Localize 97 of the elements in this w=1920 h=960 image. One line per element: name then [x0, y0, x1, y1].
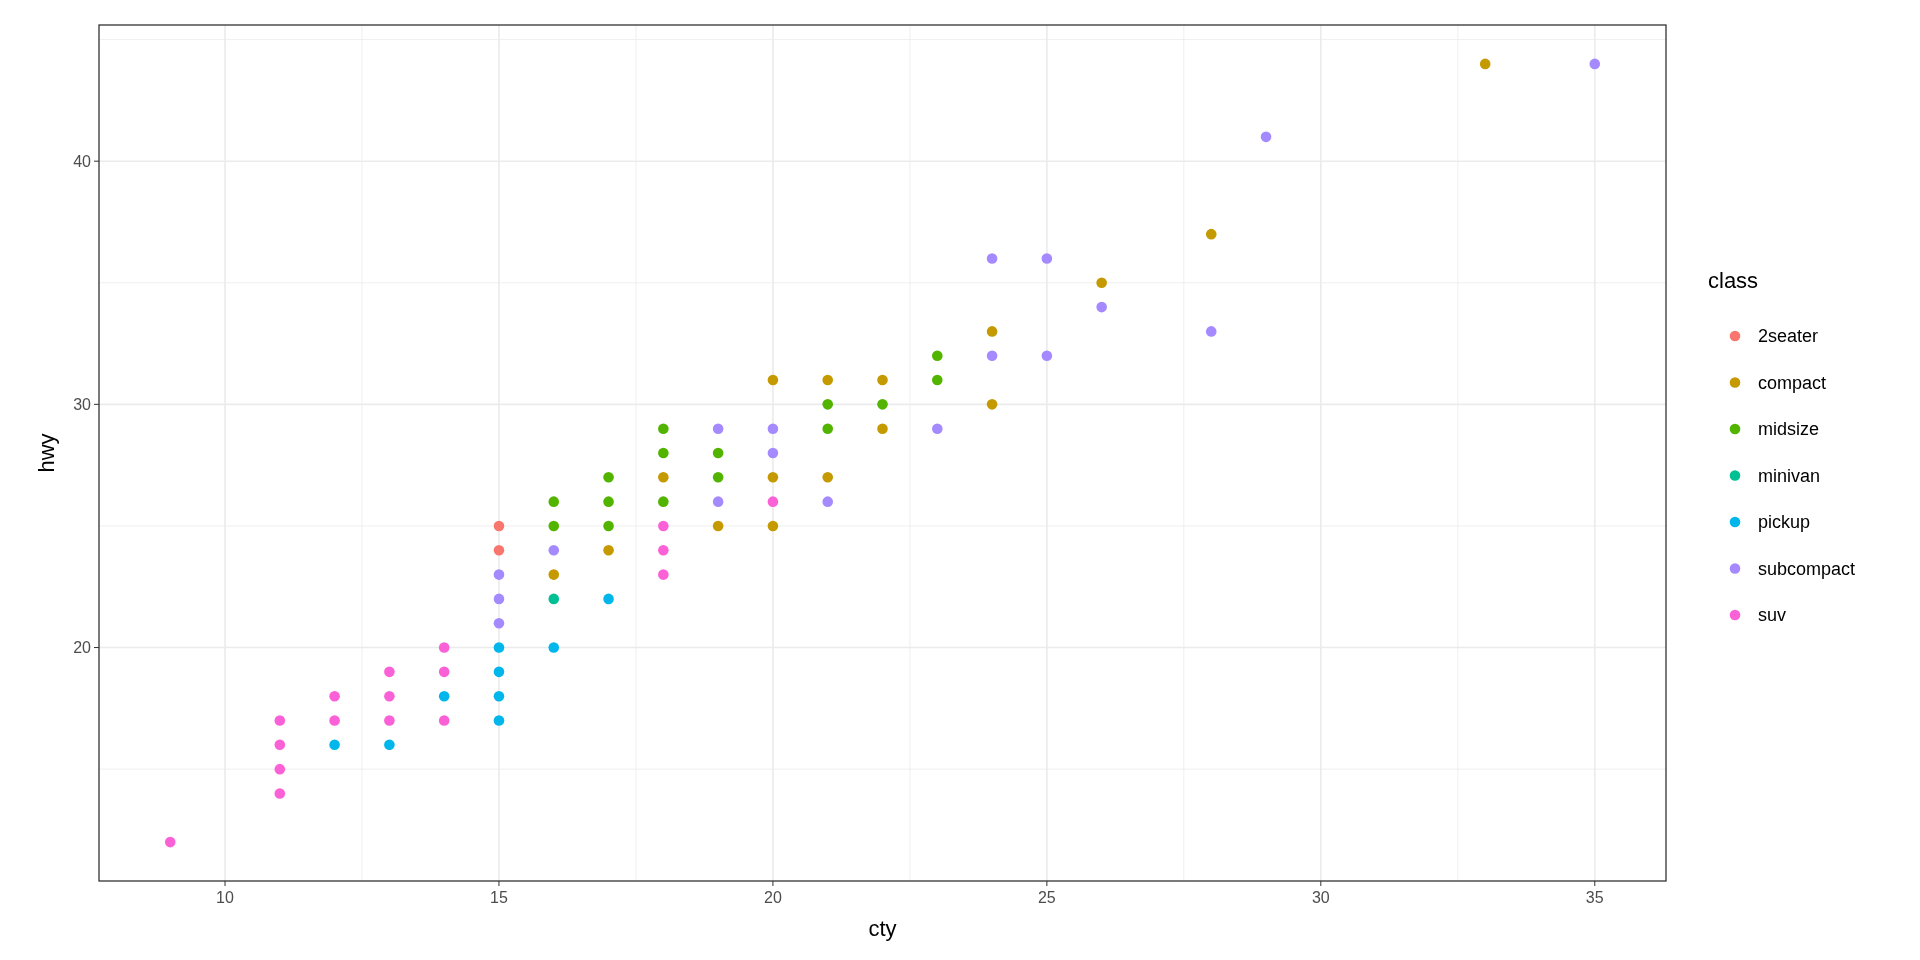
point — [1260, 131, 1272, 143]
x-axis-title: cty — [868, 916, 897, 941]
point — [767, 472, 779, 483]
point — [767, 496, 779, 507]
point — [603, 472, 614, 483]
point — [767, 423, 779, 434]
point — [822, 423, 834, 434]
point — [822, 399, 834, 410]
point — [548, 544, 560, 556]
y-axis-title: hwy — [34, 433, 59, 473]
legend-title: class — [1708, 268, 1759, 293]
point — [384, 715, 395, 726]
y-tick-label: 20 — [73, 639, 92, 657]
point — [877, 423, 888, 434]
point — [712, 520, 724, 532]
point — [986, 399, 998, 410]
x-tick-label: 25 — [1037, 889, 1056, 906]
point — [493, 666, 505, 678]
point — [274, 715, 286, 726]
legend-label: subcompact — [1758, 558, 1856, 579]
point — [329, 715, 340, 726]
point — [658, 520, 669, 532]
point — [384, 690, 395, 702]
legend-label: pickup — [1758, 512, 1811, 533]
point — [767, 447, 779, 459]
point — [1041, 350, 1053, 362]
point — [438, 715, 450, 726]
point — [1205, 228, 1217, 240]
point — [329, 739, 340, 751]
point — [548, 496, 560, 507]
point — [603, 520, 614, 532]
legend-label: suv — [1758, 605, 1787, 626]
point — [931, 423, 943, 434]
point — [164, 836, 176, 848]
x-tick-label: 35 — [1585, 889, 1604, 906]
point — [438, 666, 450, 678]
point — [384, 666, 395, 678]
point — [712, 423, 724, 434]
y-tick-label: 40 — [73, 152, 92, 170]
y-tick-label: 30 — [73, 395, 92, 413]
point — [1041, 253, 1053, 264]
x-tick-label: 15 — [490, 889, 508, 906]
x-tick-label: 20 — [764, 889, 782, 906]
point — [658, 447, 669, 459]
point — [603, 496, 614, 507]
point — [767, 374, 779, 386]
point — [603, 593, 614, 605]
point — [493, 617, 505, 629]
point — [712, 472, 724, 483]
point — [1096, 301, 1107, 313]
point — [767, 520, 779, 532]
x-tick-label: 30 — [1311, 889, 1330, 906]
point — [438, 642, 450, 653]
point — [986, 326, 998, 337]
point — [658, 423, 669, 434]
point — [493, 715, 505, 726]
point — [658, 496, 669, 507]
point — [493, 569, 505, 580]
point — [493, 593, 505, 605]
point — [438, 690, 450, 702]
point — [274, 739, 286, 751]
point — [274, 763, 286, 775]
point — [712, 496, 724, 507]
point — [986, 350, 998, 362]
point — [658, 472, 669, 483]
point — [822, 472, 834, 483]
point — [493, 544, 505, 556]
point — [384, 739, 395, 751]
point — [274, 788, 286, 799]
point — [548, 642, 560, 653]
point — [1096, 277, 1107, 289]
point — [658, 569, 669, 580]
point — [712, 447, 724, 459]
point — [329, 690, 340, 702]
point — [548, 569, 560, 580]
point — [548, 593, 560, 605]
point — [931, 374, 943, 386]
point — [548, 520, 560, 532]
point — [493, 690, 505, 702]
point — [493, 642, 505, 653]
legend-label: midsize — [1758, 419, 1820, 440]
point — [822, 496, 834, 507]
point — [493, 520, 505, 532]
point — [1479, 58, 1491, 70]
point — [877, 399, 888, 410]
point — [603, 544, 614, 556]
point — [1589, 58, 1601, 70]
legend-label: minivan — [1758, 465, 1821, 486]
point — [931, 350, 943, 362]
point — [1205, 326, 1217, 337]
legend-label: 2seater — [1758, 326, 1819, 347]
x-tick-label: 10 — [216, 889, 235, 906]
point — [986, 253, 998, 264]
point — [658, 544, 669, 556]
legend-label: compact — [1758, 372, 1827, 393]
point — [877, 374, 888, 386]
point — [822, 374, 834, 386]
